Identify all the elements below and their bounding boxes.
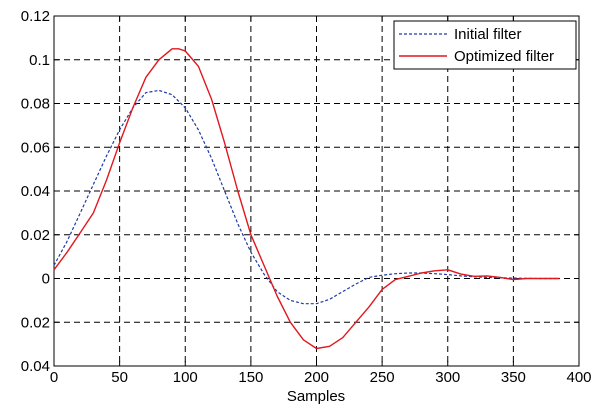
x-tick-label: 250: [370, 369, 395, 386]
x-tick-label: 200: [304, 369, 329, 386]
x-tick-label: 50: [111, 369, 128, 386]
y-tick-label: 0: [42, 271, 50, 288]
legend-label-optimized-filter: Optimized filter: [454, 48, 554, 65]
y-tick-label: 0.04: [21, 358, 50, 375]
x-axis-label: Samples: [287, 388, 345, 405]
y-tick-label: 0.02: [21, 227, 50, 244]
x-tick-label: 300: [435, 369, 460, 386]
series-line-initial-filter: [53, 89, 560, 305]
y-tick-label: 0.02: [21, 314, 50, 331]
x-tick-label: 150: [238, 369, 263, 386]
y-tick-label: 0.04: [21, 183, 50, 200]
legend-label-initial-filter: Initial filter: [454, 26, 522, 43]
x-tick-label: 350: [501, 369, 526, 386]
y-tick-label: 0.06: [21, 139, 50, 156]
y-tick-label: 0.08: [21, 96, 50, 113]
x-tick-label: 400: [566, 369, 591, 386]
series-line-optimized-filter: [53, 48, 560, 350]
grid: [54, 16, 579, 366]
series-layer: [53, 48, 560, 350]
x-tick-labels: 0 50 100 150 200 250 300 350 400: [50, 369, 592, 386]
y-tick-labels: 0.04 0.02 0 0.02 0.04 0.06 0.08 0.1 0.12: [21, 8, 50, 375]
x-tick-label: 100: [173, 369, 198, 386]
legend: Initial filter Optimized filter: [393, 20, 577, 70]
legend-box: [393, 20, 577, 70]
y-tick-label: 0.1: [29, 52, 50, 69]
x-tick-label: 0: [50, 369, 58, 386]
y-tick-label: 0.12: [21, 8, 50, 25]
